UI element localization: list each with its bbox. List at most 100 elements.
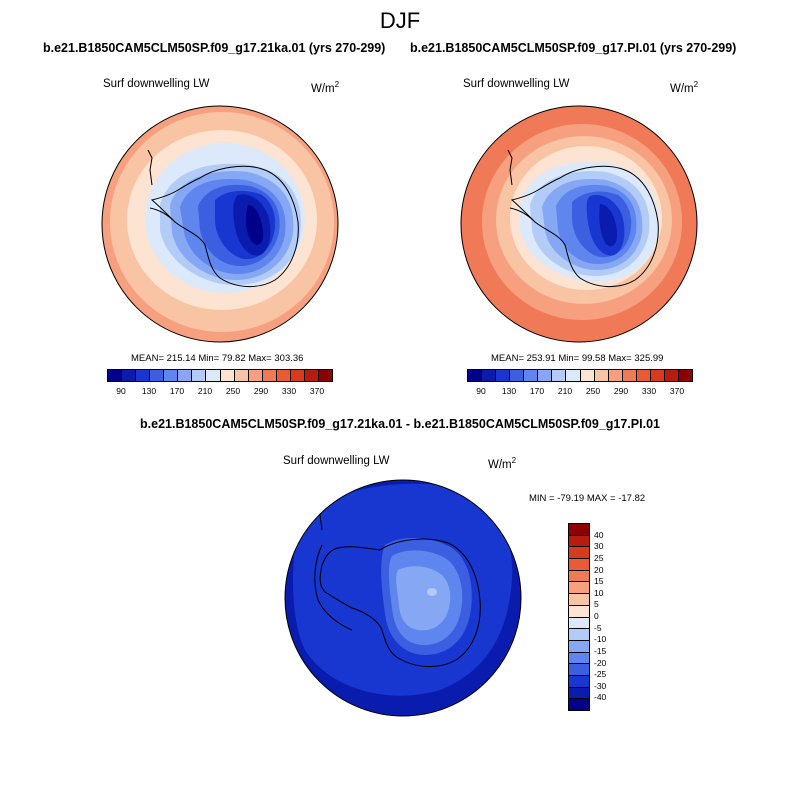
figure-season-title: DJF: [379, 8, 421, 33]
panel-2-variable: Surf downwelling LW: [463, 78, 570, 90]
panel-1-variable: Surf downwelling LW: [103, 78, 210, 90]
panel-1-colorbar-swatch: [262, 370, 277, 381]
panel-1-colorbar-tick-label: 290: [253, 386, 269, 396]
panel-1-colorbar-tick-label: 210: [197, 386, 213, 396]
panel-2-title: b.e21.B1850CAM5CLM50SP.f09_g17.PI.01 (yr…: [410, 41, 737, 55]
panel-1-colorbar-tick-label: 130: [141, 386, 157, 396]
panel-2-band-110: [599, 204, 618, 247]
panel-2-coastline: [510, 165, 659, 287]
panel-3-colorbar-swatch: [569, 582, 589, 595]
panel-2-colorbar-swatch: [524, 370, 539, 381]
panel-3-colorbar-tick-label: 5: [594, 599, 599, 610]
panel-2-colorbar-tick-label: 130: [501, 386, 517, 396]
panel-2-stats: MEAN= 253.91 Min= 99.58 Max= 325.99: [491, 353, 664, 364]
panel-3-colorbar-tick-label: 25: [594, 552, 604, 563]
panel-1-colorbar-swatch: [248, 370, 263, 381]
panel-2-units: W/m2: [670, 80, 699, 95]
panel-3-stats: MIN = -79.19 MAX = -17.82: [529, 493, 646, 504]
panel-1-stats: MEAN= 215.14 Min= 79.82 Max= 303.36: [131, 353, 304, 364]
panel-3-coastline: [319, 538, 481, 667]
panel-2-colorbar-swatch: [678, 370, 692, 381]
panel-3-colorbar-swatch: [569, 535, 589, 548]
panel-1-colorbar-swatch: [150, 370, 165, 381]
panel-1-colorbar-tick-label: 90: [116, 386, 126, 396]
panel-1-coastline-america: [147, 149, 153, 186]
panel-1-colorbar-swatch: [122, 370, 137, 381]
panel-2-colorbar-swatch: [552, 370, 567, 381]
panel-1-colorbar-swatch: [290, 370, 305, 381]
panel-2-colorbar-tick-label: 290: [613, 386, 629, 396]
panel-2-colorbar-swatch: [664, 370, 679, 381]
panel-3-colorbar-swatch: [569, 605, 589, 618]
panel-3-colorbar-swatch: [569, 524, 589, 536]
panel-3-title: b.e21.B1850CAM5CLM50SP.f09_g17.21ka.01 -…: [140, 417, 660, 431]
panel-1-colorbar-swatch: [234, 370, 249, 381]
panel-2-colorbar-tick-label: 250: [585, 386, 601, 396]
panel-3-colorbar-swatch: [569, 699, 589, 710]
panel-1-units: W/m2: [311, 80, 340, 95]
panel-3-colorbar-swatch: [569, 675, 589, 688]
panel-3-colorbar-tick-label: 40: [594, 529, 604, 540]
panel-1-colorbar-swatch: [276, 370, 291, 381]
panel-1-colorbar-swatch: [318, 370, 332, 381]
panel-1-colorbar-labels: 90 130 170 210 250 290 330 370: [107, 386, 331, 398]
panel-1-band-90: [245, 205, 264, 245]
panel-3-colorbar-swatch: [569, 570, 589, 583]
panel-2-coastline-peninsula: [509, 207, 536, 223]
panel-2-colorbar-swatch: [580, 370, 595, 381]
panel-2-colorbar-tick-label: 170: [529, 386, 545, 396]
panel-2-colorbar-swatch: [510, 370, 525, 381]
panel-2-colorbar-labels: 90 130 170 210 250 290 330 370: [467, 386, 691, 398]
panel-3-colorbar-swatch: [569, 594, 589, 606]
panel-1-map-border: [101, 105, 339, 343]
panel-2-colorbar: [467, 369, 693, 382]
panel-3-colorbar-tick-label: -5: [594, 622, 602, 633]
panel-1-colorbar-swatch: [192, 370, 207, 381]
panel-1-colorbar: [107, 369, 333, 382]
panel-2-colorbar-tick-label: 90: [476, 386, 486, 396]
panel-1-colorbar-swatch: [304, 370, 319, 381]
panel-3-colorbar-labels: 40 30 25 20 15 10 5 0 -5 -10 -15 -20 -25 -30 -40: [594, 523, 624, 709]
panel-2-colorbar-swatch: [622, 370, 637, 381]
panel-3-colorbar-tick-label: 30: [594, 541, 604, 552]
panel-3-colorbar-swatch: [569, 640, 589, 653]
panel-2-colorbar-tick-label: 210: [557, 386, 573, 396]
panel-1-colorbar-swatch: [136, 370, 151, 381]
panel-3-map-border: [284, 479, 522, 717]
panel-2-colorbar-swatch: [636, 370, 651, 381]
panel-1-colorbar-swatch: [108, 370, 123, 381]
panel-2-coastline-america: [507, 149, 513, 186]
panel-3-band-minus-15: [396, 566, 451, 631]
panel-2-colorbar-swatch: [608, 370, 623, 381]
panel-2-colorbar-swatch: [468, 370, 483, 381]
panel-1-colorbar-tick-label: 170: [169, 386, 185, 396]
panel-3-colorbar-swatch: [569, 559, 589, 571]
panel-3-variable: Surf downwelling LW: [283, 455, 390, 467]
panel-1-coastline: [150, 165, 299, 287]
panel-3-colorbar-tick-label: -40: [594, 692, 607, 703]
panel-3-colorbar-swatch: [569, 617, 589, 630]
panel-3-colorbar-tick-label: -20: [594, 657, 607, 668]
panel-3-colorbar: [568, 523, 590, 711]
panel-1-colorbar-swatch: [220, 370, 235, 381]
panel-2-colorbar-swatch: [566, 370, 581, 381]
panel-3-colorbar-tick-label: 10: [594, 587, 604, 598]
panel-3-colorbar-tick-label: 15: [594, 576, 604, 587]
panel-1-colorbar-tick-label: 370: [309, 386, 325, 396]
panel-1-colorbar-swatch: [164, 370, 179, 381]
panel-1-colorbar-tick-label: 330: [281, 386, 297, 396]
panel-2-colorbar-swatch: [594, 370, 609, 381]
panel-3-band-minus-10: [427, 588, 437, 596]
panel-1-coastline-peninsula: [149, 207, 176, 223]
panel-3-colorbar-tick-label: -15: [594, 645, 607, 656]
panel-3-colorbar-swatch: [569, 629, 589, 641]
panel-2-colorbar-swatch: [482, 370, 497, 381]
panel-2-colorbar-swatch: [496, 370, 511, 381]
panel-2-colorbar-tick-label: 330: [641, 386, 657, 396]
panel-3-colorbar-swatch: [569, 664, 589, 676]
panel-3-colorbar-swatch: [569, 652, 589, 665]
panel-3-colorbar-swatch: [569, 547, 589, 560]
panel-2-map-border: [460, 105, 698, 343]
panel-3-colorbar-tick-label: 20: [594, 564, 604, 575]
